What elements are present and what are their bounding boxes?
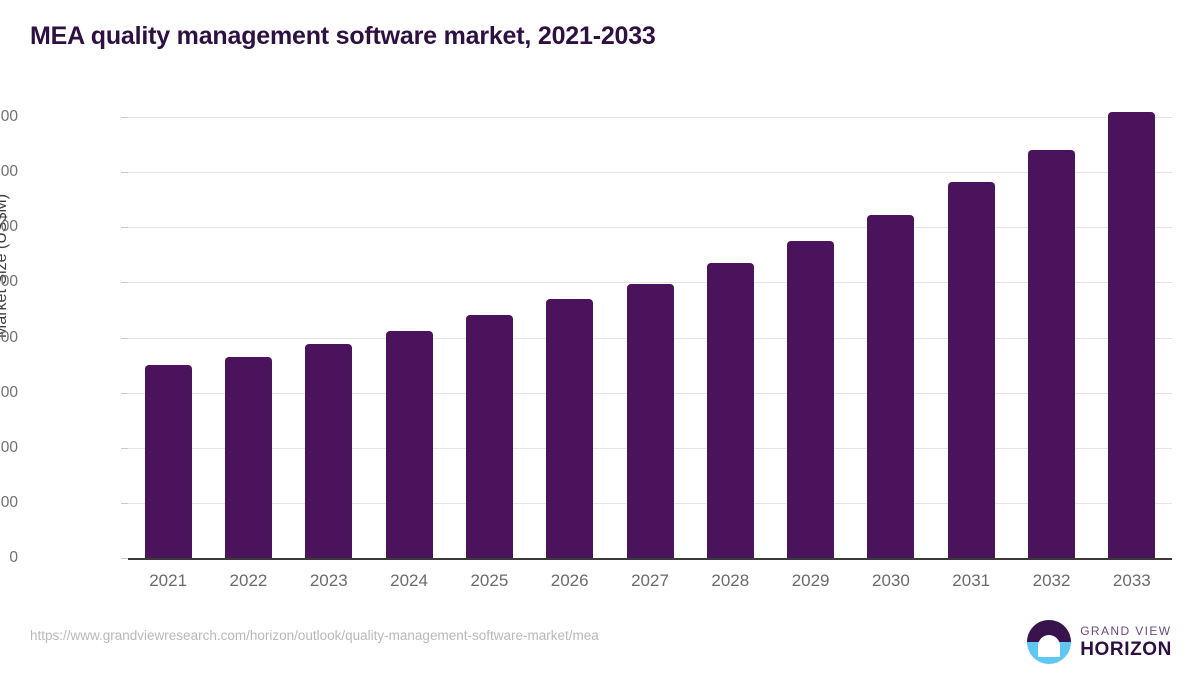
y-axis-tick-label: 0 — [9, 549, 18, 566]
y-axis-tick-mark — [121, 392, 128, 394]
bar[interactable] — [626, 284, 674, 558]
x-axis-tick-label: 2025 — [470, 571, 509, 590]
x-axis-tick-label: 2021 — [149, 571, 188, 590]
y-axis-tick-mark — [121, 172, 128, 174]
bar[interactable] — [546, 298, 594, 558]
x-axis-tick-label: 2029 — [791, 571, 830, 590]
y-axis-tick-mark — [121, 117, 128, 118]
y-axis-tick-mark — [121, 282, 128, 284]
bar-chart: Market Size (US$M) 0 100 200 300 400 500 600 70… — [0, 108, 1172, 590]
bar[interactable] — [1108, 112, 1156, 558]
horizon-sun-icon — [1027, 620, 1072, 664]
gridline — [128, 227, 1172, 229]
y-axis-tick-label: 600 — [0, 218, 18, 236]
x-axis-tick-label: 2028 — [711, 571, 750, 590]
page-title: MEA quality management software market, … — [30, 22, 656, 50]
bar[interactable] — [305, 344, 353, 558]
x-axis-tick-label: 2033 — [1112, 571, 1151, 590]
gridline — [128, 172, 1172, 174]
x-axis-tick-label: 2026 — [550, 571, 589, 590]
logo-line-horizon: HORIZON — [1080, 639, 1172, 660]
y-axis-tick-label: 300 — [0, 383, 18, 401]
bar[interactable] — [1028, 150, 1076, 558]
bar[interactable] — [465, 314, 513, 558]
bar[interactable] — [706, 263, 754, 558]
logo-wordmark: GRAND VIEW HORIZON — [1080, 625, 1172, 659]
y-axis-tick-mark — [121, 502, 128, 504]
bar[interactable] — [385, 330, 433, 558]
x-axis-tick-label: 2023 — [309, 571, 348, 590]
y-axis-tick-mark — [121, 558, 128, 559]
bar[interactable] — [787, 241, 835, 558]
bar[interactable] — [224, 356, 272, 558]
x-axis-tick-label: 2022 — [229, 571, 268, 590]
y-axis-tick-label: 500 — [0, 273, 18, 291]
gridline — [128, 117, 1172, 118]
y-axis-tick-label: 100 — [0, 493, 18, 511]
grand-view-horizon-logo[interactable]: GRAND VIEW HORIZON — [1027, 620, 1172, 664]
y-axis-tick-label: 400 — [0, 328, 18, 346]
plot-area — [128, 112, 1172, 560]
x-axis-tick-label: 2032 — [1032, 571, 1071, 590]
gridline — [128, 282, 1172, 284]
x-axis-tick-label: 2031 — [952, 571, 991, 590]
bar[interactable] — [947, 182, 995, 558]
bar[interactable] — [144, 365, 192, 558]
y-axis-tick-label: 700 — [0, 163, 18, 181]
x-axis-tick-label: 2024 — [390, 571, 428, 590]
y-axis-tick-label: 200 — [0, 438, 18, 456]
source-url[interactable]: https://www.grandviewresearch.com/horizo… — [30, 628, 599, 643]
x-axis-line — [128, 558, 1172, 560]
y-axis-tick-mark — [121, 447, 128, 449]
y-axis-title: Market Size (US$M) — [0, 193, 10, 338]
bar[interactable] — [867, 215, 915, 558]
x-axis-tick-label: 2027 — [631, 571, 669, 590]
y-axis-tick-mark — [121, 337, 128, 339]
x-axis-tick-label: 2030 — [872, 571, 910, 590]
y-axis-tick-mark — [121, 227, 128, 229]
y-axis-tick-label: 800 — [0, 108, 18, 125]
logo-line-grand-view: GRAND VIEW — [1080, 624, 1172, 638]
